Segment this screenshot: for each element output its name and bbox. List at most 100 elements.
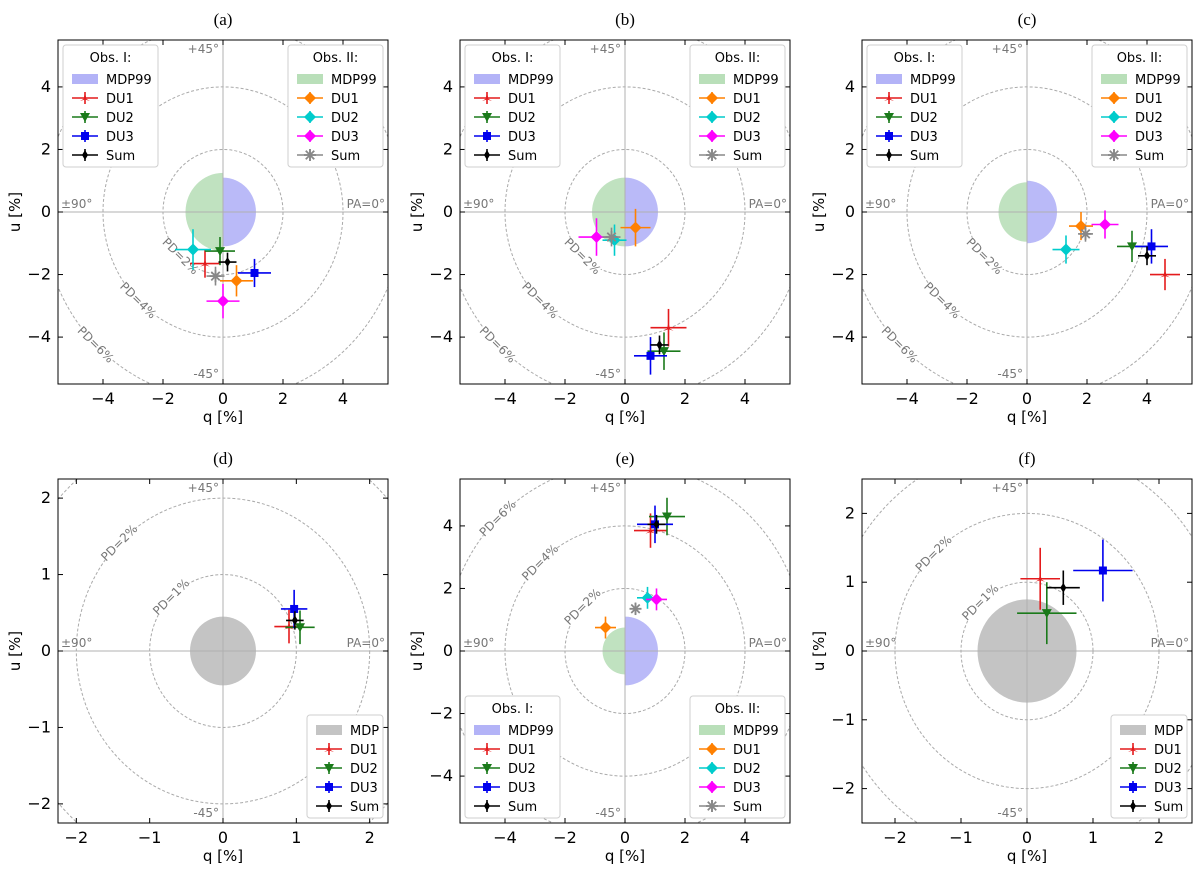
legend-entry: DU2 — [1154, 762, 1182, 777]
legend-entry: MDP99 — [331, 73, 377, 88]
x-tick-label: 2 — [1082, 389, 1092, 408]
x-tick-label: 2 — [1154, 828, 1164, 847]
y-axis-label: u [%] — [408, 631, 426, 671]
legend-entry: MDP99 — [910, 73, 956, 88]
legend-marker — [484, 150, 490, 160]
asterisk-stroke — [210, 271, 221, 281]
y-tick-label: 4 — [41, 77, 51, 96]
point-du2-obs1 — [647, 332, 681, 370]
legend-marker — [482, 113, 492, 122]
legend-obs1: MDP DU1 DU2 DU3 Sum — [306, 714, 384, 819]
point-du2-obs2 — [175, 229, 211, 270]
legend-title: Obs. I: — [894, 51, 936, 66]
legend-entry: DU3 — [331, 130, 359, 145]
pd-label: PD=1% — [150, 576, 192, 618]
y-tick-label: 2 — [845, 503, 855, 522]
legend-entry: MDP99 — [508, 724, 554, 739]
legend-marker — [1108, 92, 1120, 104]
marker — [1041, 609, 1052, 619]
x-tick-label: 0 — [218, 389, 228, 408]
y-tick-label: −1 — [27, 717, 51, 736]
legend-marker — [326, 801, 332, 811]
marker — [250, 268, 259, 277]
legend-mdp-swatch — [1101, 74, 1127, 84]
legend-marker — [706, 92, 718, 104]
legend-marker — [1128, 744, 1138, 752]
panel-e: PD=2%PD=4%PD=6% +45° -45° ±90° PA=0° −4 −2 0 2 4 −… — [408, 449, 791, 865]
point-du3-obs1 — [238, 258, 271, 288]
x-tick-label: 0 — [218, 828, 228, 847]
panel-title: (c) — [1018, 10, 1037, 29]
legend-title: Obs. I: — [90, 51, 132, 66]
pd-label-bg — [959, 581, 1001, 623]
asterisk-stroke — [305, 150, 315, 160]
panel-title: (b) — [615, 10, 635, 29]
point-sum-obs1 — [286, 611, 304, 630]
legend-entry: Sum — [331, 149, 360, 164]
legend-entry: DU2 — [1135, 111, 1163, 126]
marker — [209, 270, 222, 283]
angle-right-label: PA=0° — [347, 197, 385, 211]
point-sum-obs2 — [602, 227, 621, 247]
legend-entry: DU1 — [331, 92, 359, 107]
y-axis-label: u [%] — [6, 631, 24, 671]
legend-entry: DU1 — [733, 743, 761, 758]
legend-entry: DU1 — [508, 92, 536, 107]
legend-marker — [304, 149, 316, 161]
panel-b: PD=2%PD=4%PD=6%+45°-45°±90° PA=0°−4 −2 0 2 4−… — [408, 10, 791, 426]
marker — [1144, 250, 1150, 261]
pd-label-bg — [75, 324, 117, 366]
legend-entry: MDP99 — [508, 73, 554, 88]
legend-entry: DU3 — [1154, 781, 1182, 796]
marker — [653, 519, 660, 530]
y-tick-label: 0 — [443, 202, 453, 221]
angle-bottom-label: -45° — [997, 806, 1023, 820]
pd-label-bg — [562, 235, 604, 277]
angle-bottom-label: -45° — [193, 806, 219, 820]
y-tick-label: 2 — [41, 488, 51, 507]
legend-entry: Sum — [1154, 800, 1183, 815]
y-tick-label: −2 — [27, 265, 51, 284]
legend-entry: DU3 — [1135, 130, 1163, 145]
panel-c: PD=2%PD=4%PD=6% +45° -45° ±90° PA=0° −4 −2 0 2 4 −… — [810, 10, 1193, 426]
point-du2-obs2 — [1052, 235, 1080, 264]
legend-marker — [885, 132, 893, 140]
legend-entry: Sum — [733, 800, 762, 815]
marker — [1075, 220, 1087, 233]
x-tick-label: −2 — [553, 828, 577, 847]
legend-mdp-swatch — [72, 74, 98, 84]
y-tick-label: −2 — [831, 265, 855, 284]
asterisk-stroke — [707, 150, 717, 160]
y-tick-label: −4 — [27, 327, 51, 346]
panel-title: (d) — [213, 449, 233, 468]
y-tick-label: −4 — [831, 327, 855, 346]
y-tick-label: 0 — [41, 202, 51, 221]
legend-marker — [304, 92, 316, 104]
angle-right-label: PA=0° — [749, 197, 787, 211]
legend-entry: DU3 — [910, 130, 938, 145]
marker — [217, 295, 229, 308]
y-tick-label: 4 — [443, 77, 453, 96]
x-tick-label: −2 — [151, 389, 175, 408]
x-tick-label: −4 — [895, 389, 919, 408]
point-sum-obs2 — [1078, 226, 1093, 242]
x-tick-label: −2 — [65, 828, 89, 847]
legend-entry: MDP99 — [1135, 73, 1181, 88]
y-tick-label: 0 — [41, 641, 51, 660]
y-tick-label: 2 — [845, 139, 855, 158]
point-du1-obs1 — [650, 308, 687, 347]
asterisk-stroke — [1080, 229, 1091, 239]
panel-title: (e) — [616, 449, 635, 468]
y-tick-label: 0 — [443, 641, 453, 660]
pd-label: PD=2% — [964, 235, 1006, 277]
x-axis-label: q [%] — [1007, 847, 1047, 865]
legend-obs2: Obs. II: MDP99 DU1 DU2 DU3 Sum — [689, 695, 786, 819]
point-du1-obs1 — [634, 513, 667, 548]
panel-f: PD=1%PD=2%+45°-45°±90° PA=0°−2 −1 0 1 2−2−101… — [810, 449, 1193, 865]
legend-obs1: Obs. I: MDP99 DU1 DU2 DU3 Sum — [464, 44, 561, 168]
panel-title: (f) — [1019, 449, 1036, 468]
legend-marker — [1130, 801, 1136, 811]
legend-mdp-swatch — [474, 725, 500, 735]
x-tick-label: 4 — [1142, 389, 1152, 408]
